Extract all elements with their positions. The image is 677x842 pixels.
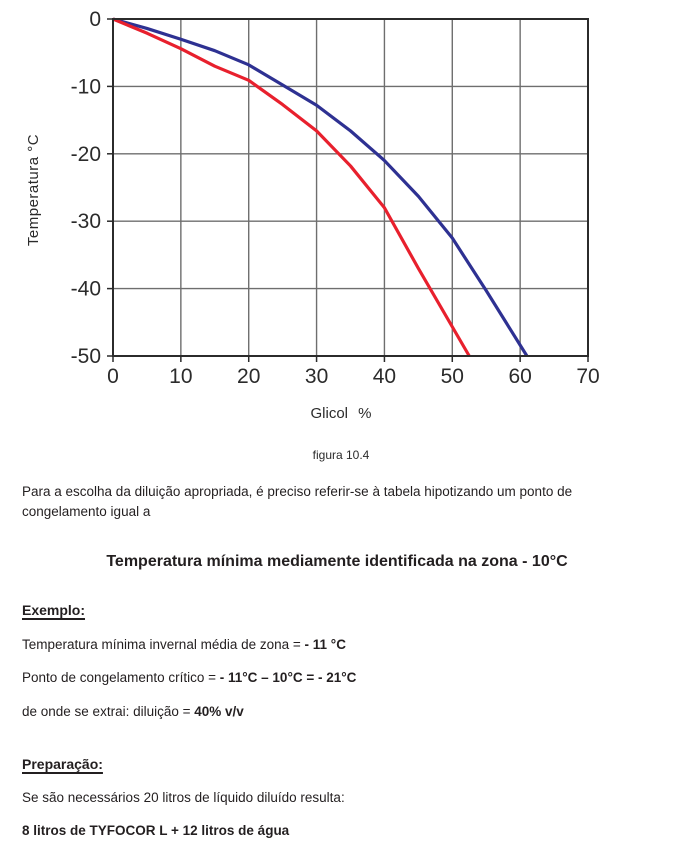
- chart-curves: [112, 17, 529, 357]
- highlight-heading: Temperatura mínima mediamente identifica…: [106, 552, 568, 570]
- y-tick-label: -50: [71, 345, 101, 368]
- example-line-1-text: Temperatura mínima invernal média de zon…: [22, 636, 305, 652]
- x-tick-label: 40: [373, 365, 396, 388]
- example-heading: Exemplo:: [22, 600, 652, 621]
- preparation-line: Se são necessários 20 litros de líquido …: [22, 790, 345, 806]
- freezing-point-chart: 0 10 20 30 40 50 60 70 0 -10 -20 -30 -40 -50 Temperat…: [25, 8, 600, 462]
- x-axis-title: Glicol %: [310, 405, 371, 422]
- preparation-heading: Preparação:: [22, 754, 652, 775]
- y-tick-label: -40: [71, 278, 101, 301]
- x-tick-label: 70: [576, 365, 599, 388]
- example-line-3-text: de onde se extrai: diluição =: [22, 703, 195, 719]
- intro-paragraph: Para a escolha da diluição apropriada, é…: [22, 484, 573, 520]
- example-line-1: Temperatura mínima invernal média de zon…: [22, 635, 652, 655]
- y-tick-label: -20: [71, 143, 101, 166]
- y-tick-label: -30: [71, 210, 101, 233]
- example-heading-label: Exemplo:: [22, 601, 86, 618]
- preparation-heading-label: Preparação:: [22, 756, 103, 773]
- chart-ticks: 0 10 20 30 40 50 60 70 0 -10 -20 -30 -40 -50: [71, 8, 600, 388]
- example-line-2-text: Ponto de congelamento crítico =: [22, 670, 220, 686]
- red-curve: [112, 17, 471, 357]
- y-tick-label: -10: [71, 75, 101, 98]
- y-tick-label: 0: [89, 8, 101, 31]
- figure-10-4: 0 10 20 30 40 50 60 70 0 -10 -20 -30 -40 -50 Temperat…: [25, 8, 600, 462]
- x-tick-label: 10: [169, 365, 192, 388]
- example-line-3-value: 40% v/v: [194, 703, 244, 719]
- example-line-2-value: - 11°C – 10°C = - 21°C: [219, 670, 357, 686]
- example-line-3: de onde se extrai: diluição = 40% v/v: [22, 702, 652, 722]
- example-line-2: Ponto de congelamento crítico = - 11°C –…: [22, 668, 652, 688]
- body-text: Para a escolha da diluição apropriada, é…: [0, 470, 677, 842]
- x-tick-label: 60: [508, 365, 531, 388]
- x-tick-label: 30: [305, 365, 328, 388]
- chart-frame: [112, 18, 589, 357]
- blue-curve: [112, 17, 529, 357]
- y-axis-title: Temperatura °C: [25, 134, 42, 246]
- chart-grid: [113, 19, 588, 356]
- x-tick-label: 20: [237, 365, 260, 388]
- example-line-1-value: - 11 °C: [304, 636, 346, 652]
- x-tick-label: 0: [107, 365, 119, 388]
- figure-caption: figura 10.4: [313, 448, 370, 462]
- preparation-result: 8 litros de TYFOCOR L + 12 litros de águ…: [22, 823, 290, 839]
- plot-border: [112, 18, 589, 357]
- x-tick-label: 50: [441, 365, 464, 388]
